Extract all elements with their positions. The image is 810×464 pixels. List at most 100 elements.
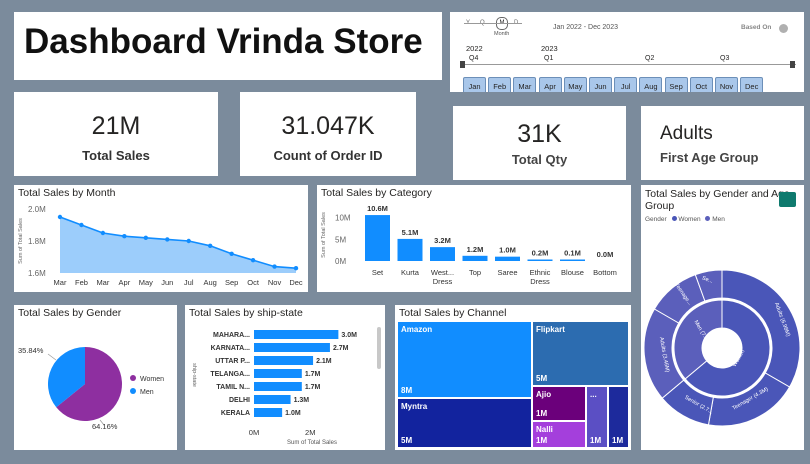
- treemap-ajio[interactable]: Ajio 1M: [532, 386, 586, 421]
- date-slicer[interactable]: Y Q M D Month Jan 2022 - Dec 2023 Based …: [450, 12, 804, 92]
- state-category-label: MAHARA...: [213, 332, 250, 339]
- state-data-label: 1.7M: [305, 384, 321, 391]
- month-button-oct[interactable]: Oct: [689, 77, 713, 92]
- category-bar: [430, 247, 455, 261]
- treemap-amazon[interactable]: Amazon 8M: [397, 321, 532, 398]
- treemap-myntra[interactable]: Myntra 5M: [397, 398, 532, 448]
- monthly-sales-title: Total Sales by Month: [18, 187, 116, 199]
- kpi-total-qty-value: 31K: [517, 120, 562, 148]
- monthly-point: [143, 235, 149, 240]
- state-xlabel: Sum of Total Sales: [287, 440, 337, 446]
- treemap-small[interactable]: 1M: [608, 386, 629, 448]
- state-data-label: 2.1M: [316, 358, 332, 365]
- category-data-label: 5.1M: [402, 228, 419, 237]
- category-bar: [560, 259, 585, 261]
- channel-treemap: Amazon 8M Flipkart 5M Myntra 5M Ajio 1M Nalli 1M.…: [397, 321, 629, 448]
- slicer-level-selected-label: Month: [494, 31, 510, 37]
- kpi-order-count-card: 31.047K Count of Order ID: [240, 92, 416, 176]
- month-button-may[interactable]: May: [563, 77, 587, 92]
- legend-women-dot: [671, 216, 677, 221]
- focus-mode-icon[interactable]: [779, 192, 796, 207]
- monthly-xtick: Nov: [268, 278, 282, 287]
- state-bar: [254, 369, 302, 378]
- state-data-label: 1.7M: [305, 371, 321, 378]
- monthly-point: [272, 264, 277, 269]
- monthly-point: [122, 234, 127, 239]
- category-data-label: 0.1M: [564, 249, 581, 258]
- month-button-feb[interactable]: Feb: [488, 77, 512, 92]
- state-xtick: 0M: [249, 428, 259, 437]
- category-ytick: 0M: [335, 257, 346, 266]
- gender-sales-chart: Total Sales by Gender 35.84% 64.16% Women M…: [14, 305, 177, 450]
- state-data-label: 2.7M: [333, 345, 349, 352]
- treemap-flipkart[interactable]: Flipkart 5M: [532, 321, 629, 386]
- pie-legend-men: Men: [140, 389, 154, 396]
- kpi-total-sales-value: 21M: [91, 112, 141, 140]
- slicer-handle-right[interactable]: [790, 61, 795, 68]
- state-data-label: 3.0M: [341, 332, 357, 339]
- quarter-q3: Q3: [720, 55, 730, 62]
- treemap-nalli[interactable]: Nalli 1M: [532, 421, 586, 448]
- month-button-sep[interactable]: Sep: [664, 77, 688, 92]
- slicer-timeline-line: [462, 64, 796, 65]
- category-bar: [462, 255, 488, 261]
- monthly-point: [207, 243, 213, 248]
- pie-legend-dot: [130, 388, 136, 394]
- legend-women: Women: [678, 216, 701, 223]
- monthly-xtick: Jul: [184, 278, 194, 287]
- state-category-label: TELANGA...: [210, 371, 250, 378]
- state-xtick: 2M: [305, 428, 315, 437]
- state-bar: [254, 330, 339, 339]
- kpi-order-count-label: Count of Order ID: [273, 148, 383, 163]
- monthly-xtick: Mar: [96, 278, 109, 287]
- treemap-cell-value: 5M: [401, 436, 413, 445]
- category-data-label: 0.0M: [597, 250, 614, 259]
- month-button-apr[interactable]: Apr: [538, 77, 562, 92]
- state-scrollbar[interactable]: [377, 327, 381, 369]
- monthly-ytick: 1.6M: [28, 269, 46, 278]
- category-data-label: 0.2M: [532, 249, 549, 258]
- sunburst-outer-senior-men: [694, 269, 723, 302]
- category-ytick: 10M: [335, 214, 351, 223]
- sunburst-outer-adults-women: [721, 269, 801, 388]
- quarter-q4: Q4: [469, 55, 479, 62]
- gender-pie-plot: 35.84% 64.16% Women Men: [18, 346, 164, 431]
- monthly-area: [60, 217, 296, 273]
- category-xtick: Set: [372, 268, 384, 277]
- category-data-label: 3.2M: [434, 236, 451, 245]
- month-button-jan[interactable]: Jan: [463, 77, 486, 92]
- pie-slice-men: [48, 347, 85, 408]
- pie-legend-dot: [130, 375, 136, 381]
- slicer-handle-left[interactable]: [460, 61, 465, 68]
- treemap-other[interactable]: ... 1M: [586, 386, 608, 448]
- state-sales-plot: ship-state MAHARA... 3.0M KARNATA... 2.7M UTT…: [191, 330, 357, 446]
- state-sales-title: Total Sales by ship-state: [189, 307, 303, 319]
- month-button-jun[interactable]: Jun: [589, 77, 612, 92]
- monthly-xtick: Apr: [119, 278, 131, 287]
- monthly-point: [229, 251, 234, 256]
- month-button-jul[interactable]: Jul: [614, 77, 638, 92]
- category-data-label: 1.0M: [499, 246, 516, 255]
- monthly-ytick: 2.0M: [28, 205, 46, 214]
- monthly-xtick: May: [139, 278, 153, 287]
- kpi-order-count-value: 31.047K: [281, 112, 375, 140]
- treemap-cell-name: ...: [590, 390, 597, 399]
- category-xtick: Kurta: [401, 268, 420, 277]
- pie-label-women: 64.16%: [92, 422, 118, 431]
- category-sales-title: Total Sales by Category: [321, 187, 432, 199]
- category-xtick: Blouse: [561, 268, 584, 277]
- year-2023: 2023: [541, 44, 558, 53]
- slicer-based-on-icon[interactable]: [779, 24, 788, 33]
- pie-leader-women: [99, 419, 105, 426]
- month-button-dec[interactable]: Dec: [740, 77, 764, 92]
- sunburst-label-senior-men: Se...: [701, 275, 714, 285]
- month-button-nov[interactable]: Nov: [715, 77, 738, 92]
- month-button-aug[interactable]: Aug: [639, 77, 663, 92]
- monthly-point: [250, 258, 256, 263]
- monthly-xtick: Sep: [225, 278, 238, 287]
- category-ylabel: Sum of Total Sales: [321, 212, 327, 258]
- month-button-mar[interactable]: Mar: [513, 77, 537, 92]
- slicer-based-on[interactable]: Based On: [741, 24, 772, 31]
- monthly-point: [100, 230, 106, 236]
- kpi-age-group-card: Adults First Age Group: [641, 106, 804, 180]
